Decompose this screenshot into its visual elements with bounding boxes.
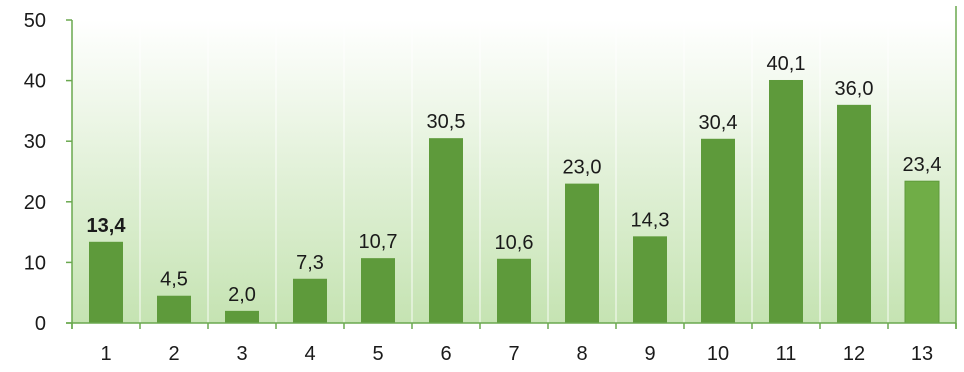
bar bbox=[225, 310, 259, 323]
data-label: 23,4 bbox=[903, 154, 942, 176]
bar bbox=[293, 278, 327, 323]
data-label: 13,4 bbox=[87, 215, 127, 237]
bar bbox=[429, 138, 463, 323]
x-tick-label: 3 bbox=[236, 343, 247, 365]
x-tick-label: 6 bbox=[440, 343, 451, 365]
labels-group: 13,4 4,5 2,0 7,3 10,7 30,5 10,6 23,0 14,3 30,4 40,… bbox=[24, 10, 942, 365]
bar bbox=[361, 258, 395, 323]
y-tick-label: 20 bbox=[24, 192, 46, 214]
x-tick-label: 2 bbox=[168, 343, 179, 365]
bar bbox=[497, 258, 531, 323]
x-tick-label: 13 bbox=[911, 343, 933, 365]
data-label: 4,5 bbox=[160, 269, 188, 291]
x-tick-label: 7 bbox=[508, 343, 519, 365]
x-tick-label: 11 bbox=[776, 343, 797, 365]
data-label: 7,3 bbox=[296, 252, 324, 274]
bar bbox=[904, 180, 940, 324]
data-label: 40,1 bbox=[767, 53, 806, 75]
x-tick-label: 9 bbox=[644, 343, 655, 365]
bar bbox=[633, 236, 667, 323]
bar bbox=[89, 241, 123, 323]
y-tick-label: 0 bbox=[35, 313, 46, 335]
data-label: 2,0 bbox=[228, 284, 256, 306]
y-tick-label: 50 bbox=[24, 10, 46, 32]
data-label: 10,6 bbox=[495, 232, 534, 254]
y-tick-label: 10 bbox=[24, 252, 46, 274]
x-tick-label: 5 bbox=[372, 343, 383, 365]
x-tick-label: 10 bbox=[707, 343, 729, 365]
axes-group bbox=[66, 6, 957, 329]
bar bbox=[701, 138, 735, 323]
data-label: 30,4 bbox=[699, 112, 738, 134]
bar bbox=[769, 79, 803, 323]
x-tick-label: 8 bbox=[576, 343, 587, 365]
x-tick-label: 4 bbox=[304, 343, 315, 365]
gridlines bbox=[139, 20, 889, 323]
y-tick-label: 30 bbox=[24, 131, 46, 153]
x-tick-label: 1 bbox=[100, 343, 111, 365]
x-tick-label: 12 bbox=[843, 343, 865, 365]
y-tick-label: 40 bbox=[24, 71, 46, 93]
bars-group bbox=[89, 79, 940, 324]
bar bbox=[837, 104, 871, 323]
data-label: 10,7 bbox=[359, 231, 398, 253]
data-label: 14,3 bbox=[631, 209, 670, 231]
bar bbox=[157, 295, 191, 323]
bar bbox=[565, 183, 599, 323]
data-label: 30,5 bbox=[427, 111, 466, 133]
data-label: 23,0 bbox=[563, 157, 602, 179]
data-label: 36,0 bbox=[835, 78, 874, 100]
